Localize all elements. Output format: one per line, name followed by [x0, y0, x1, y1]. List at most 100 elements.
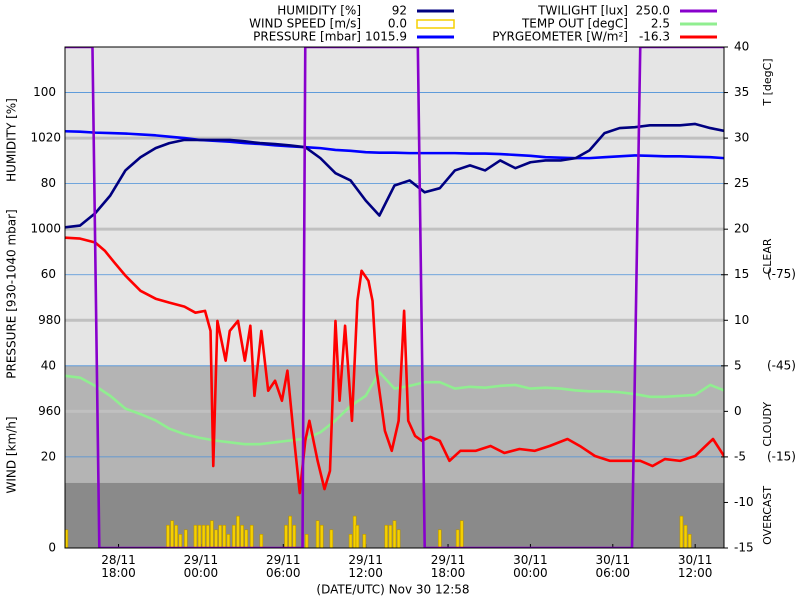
legend-label: TWILIGHT [lux] — [537, 4, 628, 18]
wind-bar — [170, 520, 174, 548]
x-tick-label: 30/11 06:00 — [595, 553, 630, 580]
x-tick-label: 29/11 00:00 — [184, 553, 219, 580]
wind-bar — [348, 534, 353, 548]
wind-bar — [388, 524, 393, 548]
wind-bar — [232, 524, 236, 548]
series-line — [65, 47, 724, 548]
wind-bar — [315, 520, 320, 548]
pressure-tick-label: 980 — [38, 313, 61, 327]
wind-bar — [392, 520, 397, 548]
series-line — [65, 122, 724, 229]
wind-bar — [455, 529, 460, 548]
band-label: CLEAR — [761, 238, 774, 274]
labels: CLEARCLOUDYOVERCAST960980100010200204060… — [30, 4, 796, 580]
y2-tick-label: -15 — [734, 541, 754, 555]
wind-bar — [319, 524, 324, 548]
legend-value: -16.3 — [639, 30, 670, 44]
x-tick-label: 28/11 18:00 — [101, 553, 136, 580]
wind-bar — [226, 534, 231, 548]
legend-swatch — [416, 19, 455, 29]
y-tick-label: 60 — [41, 267, 56, 281]
wind-bar — [384, 524, 389, 548]
pressure-tick-label: 960 — [38, 404, 61, 418]
pressure-tick-label: 1000 — [30, 222, 61, 236]
band-label: OVERCAST — [761, 486, 774, 545]
wind-bar — [329, 529, 334, 548]
y2-tick-label: -5 — [734, 449, 746, 463]
y2-tick-label: 20 — [734, 222, 749, 236]
y-axis-title: PRESSURE [930-1040 mbar] — [5, 209, 19, 378]
wind-bar — [236, 515, 240, 548]
wind-bar — [687, 534, 692, 548]
x-tick-label: 30/11 00:00 — [513, 553, 548, 580]
wind-bar — [240, 524, 244, 548]
legend-value: 1015.9 — [365, 30, 407, 44]
plot-marks — [65, 47, 724, 548]
legend-value: 92 — [392, 4, 407, 18]
x-tick-label: 29/11 18:00 — [431, 553, 466, 580]
pyrgeometer-tick-label: (-75) — [767, 267, 796, 281]
x-tick-label: 29/11 06:00 — [266, 553, 301, 580]
y2-tick-label: 35 — [734, 85, 749, 99]
cloud-band — [65, 47, 724, 366]
wind-bar — [178, 534, 183, 548]
wind-bar — [244, 529, 249, 548]
series-line — [65, 129, 724, 160]
legend-label: PYRGEOMETER [W/m²] — [492, 30, 628, 44]
legend-value: 2.5 — [651, 17, 670, 31]
wind-bar — [304, 534, 309, 548]
y2-tick-label: 30 — [734, 131, 749, 145]
wind-bar — [459, 520, 464, 548]
pyrgeometer-tick-label: (-45) — [767, 358, 796, 372]
wind-bar — [166, 524, 170, 548]
wind-bar — [174, 524, 179, 548]
wind-bar — [396, 529, 401, 548]
legend-label: HUMIDITY [%] — [277, 4, 361, 18]
x-axis-title: (DATE/UTC) Nov 30 12:58 — [316, 583, 469, 597]
wind-bar — [288, 515, 292, 548]
wind-bar — [355, 524, 360, 548]
wind-bar — [249, 524, 254, 548]
wind-bar — [259, 534, 264, 548]
y2-tick-label: -10 — [734, 495, 754, 509]
y-tick-label: 0 — [48, 541, 56, 555]
wind-bar — [292, 524, 297, 548]
wind-bar — [214, 529, 218, 548]
wind-bar — [201, 524, 206, 548]
y-tick-label: 40 — [41, 358, 56, 372]
series-line — [65, 370, 724, 446]
wind-bar — [193, 524, 198, 548]
series-line — [65, 236, 724, 495]
legend-value: 250.0 — [636, 4, 670, 18]
cloud-band — [65, 365, 724, 483]
legend-value: 0.0 — [388, 17, 407, 31]
cloud-bands — [65, 47, 724, 548]
y-tick-label: 80 — [41, 176, 56, 190]
band-label: CLOUDY — [761, 402, 774, 447]
wind-bar — [683, 524, 688, 548]
plot-frame — [64, 46, 725, 549]
y2-tick-label: 10 — [734, 313, 749, 327]
y-tick-label: 100 — [33, 85, 56, 99]
wind-bar — [222, 524, 227, 548]
pressure-tick-label: 1020 — [30, 131, 61, 145]
wind-bar — [438, 529, 442, 548]
wind-bar — [197, 524, 202, 548]
y2-tick-label: 25 — [734, 176, 749, 190]
y2-tick-label: 0 — [734, 404, 742, 418]
y-axis-title: HUMIDITY [%] — [5, 98, 19, 182]
y-axis-title: WIND [km/h] — [5, 416, 19, 493]
legend-label: PRESSURE [mbar] — [253, 30, 361, 44]
pyrgeometer-tick-label: (-15) — [767, 449, 796, 463]
wind-bar — [362, 534, 367, 548]
wind-bar — [210, 520, 214, 548]
y-tick-label: 20 — [41, 449, 56, 463]
legend-label: WIND SPEED [m/s] — [249, 17, 361, 31]
y2-tick-label: 40 — [734, 40, 749, 54]
wind-bar — [284, 524, 288, 548]
x-tick-label: 29/11 12:00 — [348, 553, 383, 580]
y2-tick-label: 15 — [734, 267, 749, 281]
legend-label: TEMP OUT [degC] — [521, 17, 628, 31]
y2-axis-title: T [degC] — [761, 58, 774, 106]
